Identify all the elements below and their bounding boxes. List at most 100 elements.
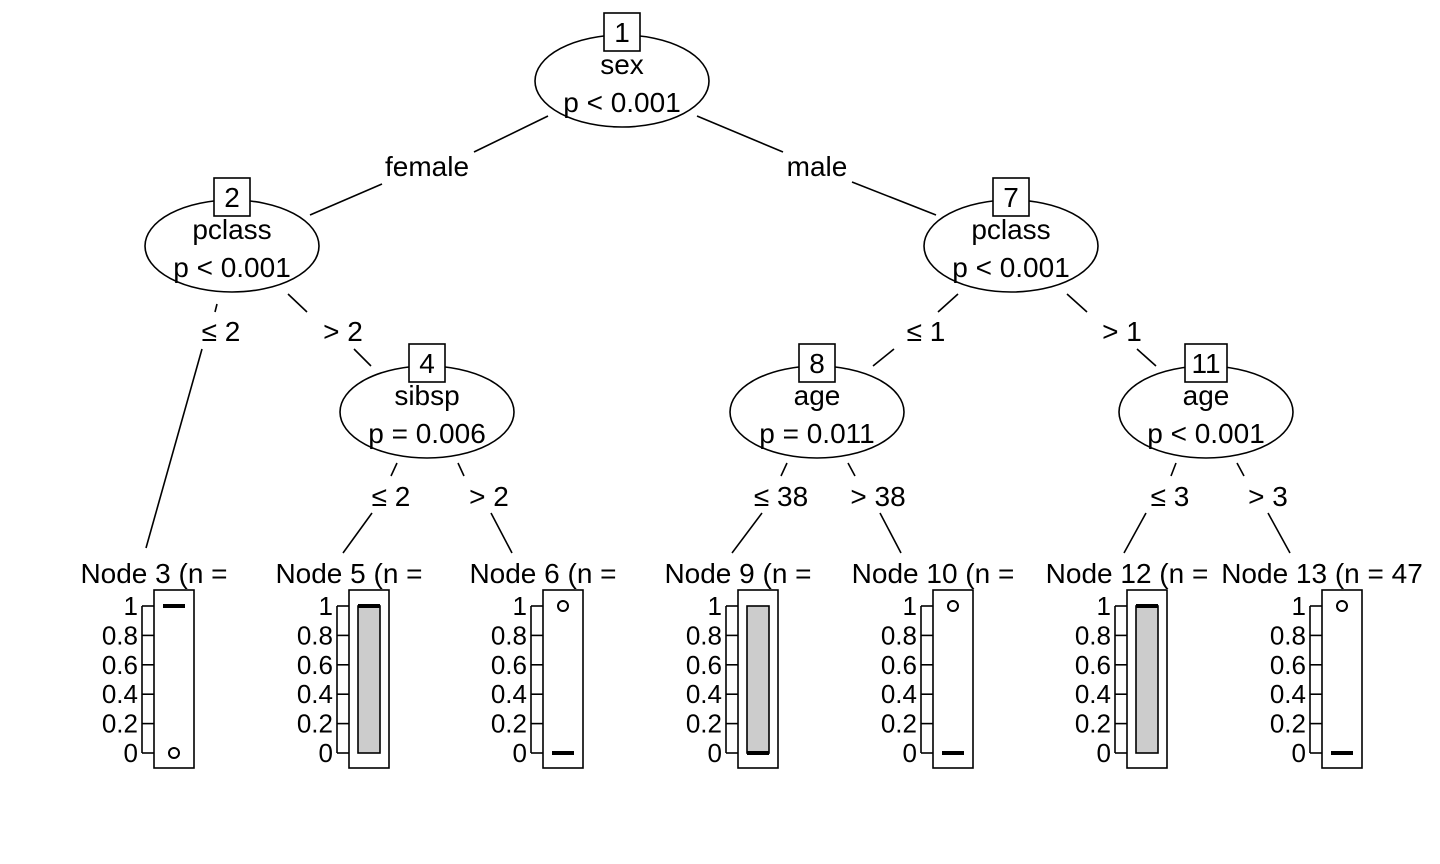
node-pvalue: p = 0.011	[759, 418, 874, 449]
y-tick-label: 0.8	[297, 620, 333, 650]
edge-line	[473, 115, 549, 153]
y-tick-label: 0	[708, 738, 722, 768]
edge-label: ≤ 3	[1151, 481, 1190, 512]
edge-1-7: male	[696, 115, 937, 216]
boxplot-outlier	[557, 600, 569, 612]
edge-11-13: > 3	[1236, 462, 1291, 554]
node-title: Node 12 (n =	[1046, 558, 1209, 589]
y-tick-label: 0.2	[686, 709, 722, 739]
y-tick-label: 0.6	[881, 650, 917, 680]
y-tick-label: 0.8	[102, 620, 138, 650]
node-id: 7	[1003, 182, 1019, 213]
node-id: 1	[614, 17, 630, 48]
y-tick-label: 0.8	[881, 620, 917, 650]
node-title: Node 13 (n = 47	[1221, 558, 1423, 589]
node-title: Node 5 (n =	[275, 558, 422, 589]
y-tick-label: 0.4	[881, 679, 917, 709]
boxplot-panel	[542, 589, 584, 769]
boxplot-box	[746, 605, 770, 754]
edge-line	[353, 348, 372, 367]
node-id: 2	[224, 182, 240, 213]
terminal-node-9: Node 9 (n = 10.80.60.40.20	[664, 558, 812, 769]
edge-label: male	[787, 151, 848, 182]
y-tick-label: 0	[124, 738, 138, 768]
node-id: 8	[809, 348, 825, 379]
boxplot-panel	[1321, 589, 1363, 769]
node-id: 11	[1191, 348, 1220, 379]
boxplot-outlier	[168, 747, 180, 759]
y-tick-label: 1	[319, 591, 333, 621]
y-tick-label: 0	[903, 738, 917, 768]
y-tick-label: 0.4	[491, 679, 527, 709]
edge-line	[780, 462, 788, 477]
node-title: Node 10 (n =	[852, 558, 1015, 589]
edge-4-5: ≤ 2	[342, 462, 410, 554]
y-tick-label: 0.2	[297, 709, 333, 739]
edge-line	[287, 293, 308, 313]
edges-layer: female male≤ 2 > 2≤ 2 > 2≤ 1 > 1≤ 38 > 38 ≤ 3 >…	[145, 115, 1291, 554]
edge-label: ≤ 1	[907, 316, 946, 347]
node-id-box	[992, 177, 1030, 217]
edge-line	[390, 462, 398, 477]
boxplot-box	[357, 605, 381, 754]
edge-label: ≤ 38	[754, 481, 808, 512]
y-tick-label: 0.2	[881, 709, 917, 739]
edge-2-3: ≤ 2	[145, 303, 240, 549]
boxplot-outlier	[947, 600, 959, 612]
edge-line	[342, 512, 373, 554]
y-tick-label: 0.6	[1270, 650, 1306, 680]
node-title: Node 3 (n =	[80, 558, 227, 589]
edge-line	[872, 348, 895, 367]
edge-line	[937, 293, 959, 313]
node-variable: sex	[600, 49, 644, 80]
node-variable: age	[794, 380, 841, 411]
boxplot-panel	[153, 589, 195, 769]
edge-line	[1066, 293, 1088, 313]
edge-8-10: > 38	[847, 462, 906, 554]
edge-line	[490, 512, 513, 554]
edge-label: > 2	[469, 481, 509, 512]
node-variable: pclass	[192, 214, 271, 245]
edge-line	[214, 303, 218, 313]
y-tick-label: 1	[1097, 591, 1111, 621]
edge-line	[457, 462, 465, 477]
y-tick-label: 0.8	[491, 620, 527, 650]
node-id: 4	[419, 348, 435, 379]
y-tick-label: 1	[903, 591, 917, 621]
edge-line	[879, 512, 902, 554]
y-tick-label: 0	[1292, 738, 1306, 768]
y-tick-label: 0.4	[102, 679, 138, 709]
y-tick-label: 0.6	[102, 650, 138, 680]
edge-label: > 1	[1102, 316, 1142, 347]
edge-line	[696, 115, 784, 153]
node-id-box	[603, 12, 641, 52]
node-variable: age	[1183, 380, 1230, 411]
y-tick-label: 0	[513, 738, 527, 768]
boxplot-panel	[932, 589, 974, 769]
edge-line	[731, 512, 763, 554]
edge-line	[1123, 512, 1147, 554]
terminal-node-6: Node 6 (n = 10.80.60.40.20	[469, 558, 617, 769]
node-pvalue: p < 0.001	[563, 87, 681, 118]
terminal-node-5: Node 5 (n = 10.80.60.40.20	[275, 558, 423, 769]
edge-line	[1170, 462, 1177, 477]
edge-line	[1136, 348, 1157, 367]
edge-label: > 38	[850, 481, 905, 512]
y-tick-label: 0.4	[1270, 679, 1306, 709]
y-tick-label: 0.8	[1075, 620, 1111, 650]
y-tick-label: 0.4	[297, 679, 333, 709]
edge-label: > 2	[323, 316, 363, 347]
y-tick-label: 0.6	[297, 650, 333, 680]
y-tick-label: 0.2	[491, 709, 527, 739]
edge-label: > 3	[1248, 481, 1288, 512]
y-tick-label: 0.6	[491, 650, 527, 680]
edge-line	[1236, 462, 1245, 477]
edge-11-12: ≤ 3	[1123, 462, 1190, 554]
edge-line	[847, 462, 856, 477]
y-tick-label: 1	[124, 591, 138, 621]
